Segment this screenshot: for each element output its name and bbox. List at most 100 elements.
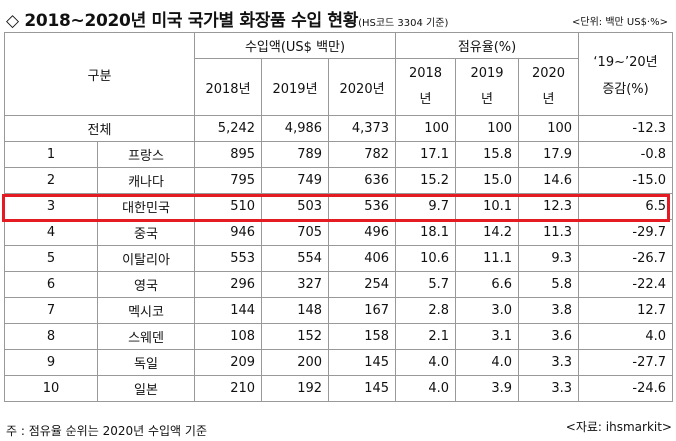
share-2019-cell: 11.1 bbox=[455, 245, 520, 272]
share-2020-cell: 3.3 bbox=[518, 375, 580, 402]
rank-cell: 10 bbox=[4, 375, 98, 402]
total-change: -12.3 bbox=[578, 115, 674, 142]
header-import-2020: 2020년 bbox=[328, 58, 397, 116]
header-import-2018: 2018년 bbox=[194, 58, 263, 116]
share-2018-cell: 15.2 bbox=[395, 167, 457, 194]
share-2019-cell: 3.1 bbox=[455, 323, 520, 350]
import-2020-cell: 536 bbox=[328, 193, 397, 220]
country-cell: 프랑스 bbox=[96, 141, 196, 168]
header-share-2018-bottom: 년 bbox=[419, 92, 432, 107]
import-2019-cell: 554 bbox=[261, 245, 330, 272]
rank-cell: 6 bbox=[4, 271, 98, 298]
share-2020-cell: 17.9 bbox=[518, 141, 580, 168]
header-share-group: 점유율(%) bbox=[395, 32, 580, 59]
import-2019-cell: 200 bbox=[261, 349, 330, 376]
total-import-2020: 4,373 bbox=[328, 115, 397, 142]
country-cell: 중국 bbox=[96, 219, 196, 246]
import-2018-cell: 209 bbox=[194, 349, 263, 376]
share-2019-cell: 15.0 bbox=[455, 167, 520, 194]
header-import-group: 수입액(US$ 백만) bbox=[194, 32, 397, 59]
import-2019-cell: 705 bbox=[261, 219, 330, 246]
table-row: 6 영국 296 327 254 5.7 6.6 5.8 -22.4 bbox=[4, 271, 674, 298]
import-2019-cell: 152 bbox=[261, 323, 330, 350]
import-2018-cell: 795 bbox=[194, 167, 263, 194]
header-share-2020-top: 2020 bbox=[531, 66, 566, 81]
header-share-2019-top: 2019 bbox=[470, 66, 504, 81]
table-row: 9 독일 209 200 145 4.0 4.0 3.3 -27.7 bbox=[4, 349, 674, 376]
rank-cell: 7 bbox=[4, 297, 98, 324]
import-2018-cell: 946 bbox=[194, 219, 263, 246]
share-2018-cell: 18.1 bbox=[395, 219, 457, 246]
table-row: 7 멕시코 144 148 167 2.8 3.0 3.8 12.7 bbox=[4, 297, 674, 324]
country-cell: 멕시코 bbox=[96, 297, 196, 324]
share-2019-cell: 4.0 bbox=[455, 349, 520, 376]
share-2019-cell: 14.2 bbox=[455, 219, 520, 246]
table-row: 2 캐나다 795 749 636 15.2 15.0 14.6 -15.0 bbox=[4, 167, 674, 194]
import-2020-cell: 167 bbox=[328, 297, 397, 324]
share-2020-cell: 3.6 bbox=[518, 323, 580, 350]
share-2018-cell: 2.1 bbox=[395, 323, 457, 350]
import-2018-cell: 895 bbox=[194, 141, 263, 168]
share-2019-cell: 3.0 bbox=[455, 297, 520, 324]
source-label: <자료: ihsmarkit> bbox=[565, 420, 672, 434]
share-2018-cell: 2.8 bbox=[395, 297, 457, 324]
change-cell: 6.5 bbox=[578, 193, 674, 220]
total-label: 전체 bbox=[3, 115, 196, 142]
title-row: ◇ 2018~2020년 미국 국가별 화장품 수입 현황(HS코드 3304 … bbox=[6, 4, 670, 31]
import-2020-cell: 406 bbox=[328, 245, 397, 272]
import-2019-cell: 749 bbox=[261, 167, 330, 194]
share-2020-cell: 11.3 bbox=[518, 219, 580, 246]
change-cell: 4.0 bbox=[578, 323, 674, 350]
country-cell: 캐나다 bbox=[96, 167, 196, 194]
country-cell: 스웨덴 bbox=[96, 323, 196, 350]
table-row: 10 일본 210 192 145 4.0 3.9 3.3 -24.6 bbox=[4, 375, 674, 402]
share-2018-cell: 17.1 bbox=[395, 141, 457, 168]
import-2020-cell: 145 bbox=[328, 349, 397, 376]
header-share-2019-bottom: 년 bbox=[481, 92, 494, 107]
rank-cell: 5 bbox=[4, 245, 98, 272]
import-2020-cell: 496 bbox=[328, 219, 397, 246]
import-2019-cell: 148 bbox=[261, 297, 330, 324]
share-2019-cell: 15.8 bbox=[455, 141, 520, 168]
header-change-top: ‘19~’20년 bbox=[593, 55, 658, 70]
highlight-box bbox=[2, 194, 670, 222]
total-import-2018: 5,242 bbox=[194, 115, 263, 142]
share-2020-cell: 14.6 bbox=[518, 167, 580, 194]
country-cell: 독일 bbox=[96, 349, 196, 376]
rank-cell: 1 bbox=[4, 141, 98, 168]
import-2019-cell: 503 bbox=[261, 193, 330, 220]
import-2018-cell: 108 bbox=[194, 323, 263, 350]
total-share-2019: 100 bbox=[455, 115, 520, 142]
change-cell: -15.0 bbox=[578, 167, 674, 194]
import-2018-cell: 553 bbox=[194, 245, 263, 272]
share-2020-cell: 3.8 bbox=[518, 297, 580, 324]
rank-cell: 2 bbox=[4, 167, 98, 194]
import-2020-cell: 636 bbox=[328, 167, 397, 194]
header-share-2020-bottom: 년 bbox=[542, 92, 555, 107]
change-cell: -0.8 bbox=[578, 141, 674, 168]
change-cell: -29.7 bbox=[578, 219, 674, 246]
share-2018-cell: 5.7 bbox=[395, 271, 457, 298]
import-2020-cell: 145 bbox=[328, 375, 397, 402]
country-cell: 영국 bbox=[96, 271, 196, 298]
country-cell: 일본 bbox=[96, 375, 196, 402]
import-2020-cell: 158 bbox=[328, 323, 397, 350]
country-cell: 이탈리아 bbox=[96, 245, 196, 272]
header-share-2018-top: 2018 bbox=[408, 66, 443, 81]
change-cell: -27.7 bbox=[578, 349, 674, 376]
rank-cell: 4 bbox=[4, 219, 98, 246]
title-sub: (HS코드 3304 기준) bbox=[358, 18, 449, 29]
share-2019-cell: 6.6 bbox=[455, 271, 520, 298]
header-share-2018: 2018 년 bbox=[395, 58, 457, 116]
share-2018-cell: 9.7 bbox=[395, 193, 457, 220]
share-2020-cell: 12.3 bbox=[518, 193, 580, 220]
total-share-2018: 100 bbox=[395, 115, 457, 142]
import-2018-cell: 210 bbox=[194, 375, 263, 402]
table-row: 4 중국 946 705 496 18.1 14.2 11.3 -29.7 bbox=[4, 219, 674, 246]
rank-cell: 8 bbox=[4, 323, 98, 350]
unit-label: <단위: 백만 US$·%> bbox=[572, 17, 668, 28]
change-cell: 12.7 bbox=[578, 297, 674, 324]
share-2020-cell: 3.3 bbox=[518, 349, 580, 376]
share-2019-cell: 3.9 bbox=[455, 375, 520, 402]
header-change: ‘19~’20년 증감(%) bbox=[578, 32, 674, 116]
